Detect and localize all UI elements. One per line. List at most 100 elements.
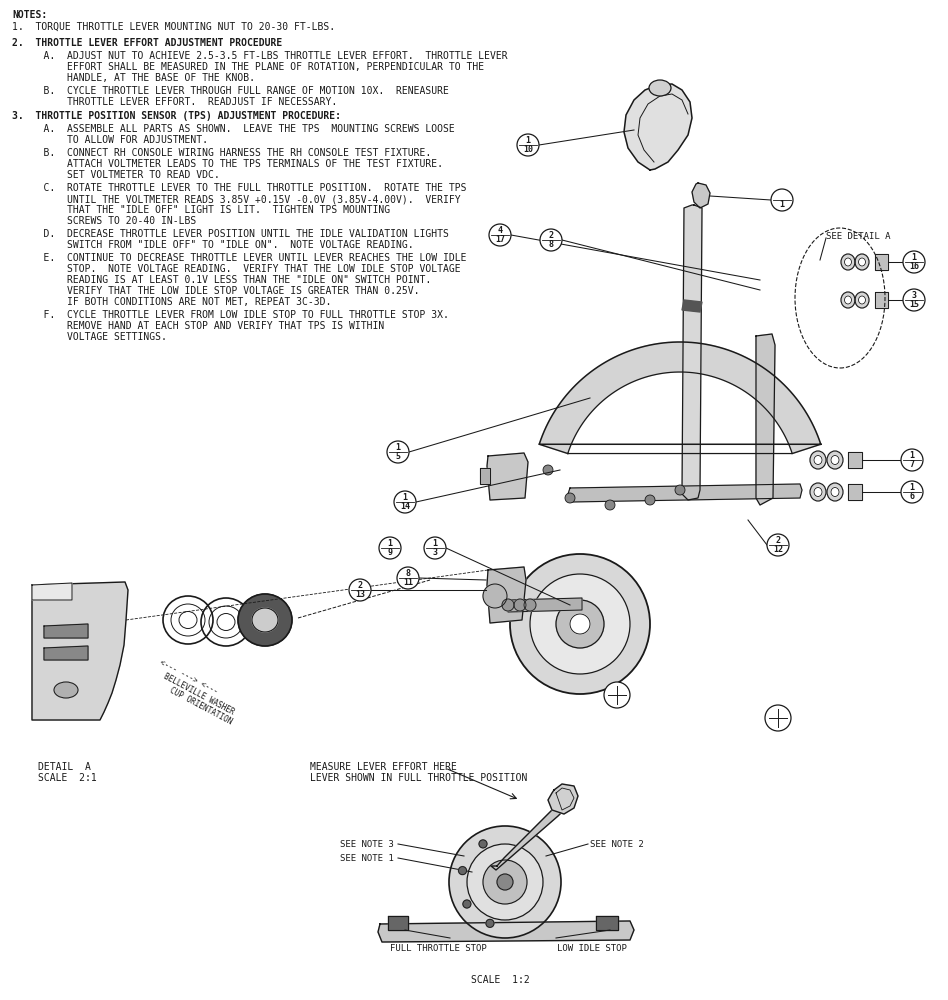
Circle shape (502, 599, 514, 611)
Circle shape (903, 289, 925, 311)
Polygon shape (491, 794, 574, 870)
Text: 3.  THROTTLE POSITION SENSOR (TPS) ADJUSTMENT PROCEDURE:: 3. THROTTLE POSITION SENSOR (TPS) ADJUST… (12, 111, 341, 121)
Ellipse shape (238, 594, 292, 646)
Text: B.  CYCLE THROTTLE LEVER THROUGH FULL RANGE OF MOTION 10X.  RENEASURE: B. CYCLE THROTTLE LEVER THROUGH FULL RAN… (20, 86, 448, 96)
Polygon shape (378, 921, 634, 942)
Ellipse shape (841, 254, 855, 270)
Circle shape (459, 867, 466, 875)
Circle shape (489, 224, 511, 246)
Ellipse shape (855, 254, 869, 270)
Text: 4: 4 (498, 226, 502, 235)
Text: THAT THE "IDLE OFF" LIGHT IS LIT.  TIGHTEN TPS MOUNTING: THAT THE "IDLE OFF" LIGHT IS LIT. TIGHTE… (20, 205, 391, 215)
Ellipse shape (810, 483, 826, 501)
Text: SEE DETAIL A: SEE DETAIL A (826, 232, 890, 241)
Ellipse shape (54, 682, 78, 698)
Text: 9: 9 (388, 548, 392, 557)
Text: 1: 1 (779, 200, 785, 209)
Polygon shape (682, 300, 702, 312)
Circle shape (604, 682, 630, 708)
Text: HANDLE, AT THE BASE OF THE KNOB.: HANDLE, AT THE BASE OF THE KNOB. (20, 73, 255, 83)
Text: 1: 1 (395, 443, 400, 452)
Polygon shape (875, 254, 888, 270)
Text: DETAIL  A: DETAIL A (38, 762, 91, 772)
Circle shape (771, 189, 793, 211)
Polygon shape (44, 624, 88, 638)
Ellipse shape (845, 258, 851, 266)
Circle shape (514, 599, 526, 611)
Text: 2: 2 (357, 581, 362, 590)
Ellipse shape (827, 483, 843, 501)
Circle shape (901, 449, 923, 471)
Text: 7: 7 (909, 460, 915, 469)
Circle shape (570, 614, 590, 634)
Ellipse shape (814, 488, 822, 496)
Ellipse shape (649, 80, 671, 96)
Circle shape (424, 537, 446, 559)
Circle shape (483, 584, 507, 608)
Text: SEE NOTE 1: SEE NOTE 1 (340, 854, 393, 863)
Ellipse shape (814, 456, 822, 464)
Polygon shape (568, 484, 802, 502)
Circle shape (467, 844, 543, 920)
Text: 12: 12 (773, 545, 783, 554)
Text: 13: 13 (355, 590, 365, 599)
Circle shape (565, 493, 575, 503)
Polygon shape (596, 916, 618, 930)
Text: REMOVE HAND AT EACH STOP AND VERIFY THAT TPS IS WITHIN: REMOVE HAND AT EACH STOP AND VERIFY THAT… (20, 321, 384, 331)
Circle shape (486, 919, 494, 927)
Text: 2: 2 (775, 536, 780, 545)
Text: 1: 1 (911, 253, 917, 262)
Circle shape (524, 599, 536, 611)
Circle shape (483, 860, 527, 904)
Polygon shape (32, 582, 128, 720)
Polygon shape (624, 84, 692, 170)
Text: 1: 1 (403, 493, 408, 502)
Text: FULL THROTTLE STOP: FULL THROTTLE STOP (390, 944, 486, 953)
Text: IF BOTH CONDITIONS ARE NOT MET, REPEAT 3C-3D.: IF BOTH CONDITIONS ARE NOT MET, REPEAT 3… (20, 297, 332, 307)
Polygon shape (480, 468, 490, 484)
Circle shape (394, 491, 416, 513)
Text: STOP.  NOTE VOLTAGE READING.  VERIFY THAT THE LOW IDLE STOP VOLTAGE: STOP. NOTE VOLTAGE READING. VERIFY THAT … (20, 264, 461, 274)
Circle shape (765, 705, 791, 731)
Text: 8: 8 (549, 240, 554, 249)
Polygon shape (682, 205, 702, 500)
Text: EFFORT SHALL BE MEASURED IN THE PLANE OF ROTATION, PERPENDICULAR TO THE: EFFORT SHALL BE MEASURED IN THE PLANE OF… (20, 62, 484, 72)
Circle shape (387, 441, 409, 463)
Polygon shape (508, 598, 582, 612)
Text: VOLTAGE SETTINGS.: VOLTAGE SETTINGS. (20, 332, 167, 342)
Polygon shape (848, 452, 862, 468)
Text: ATTACH VOLTMETER LEADS TO THE TPS TERMINALS OF THE TEST FIXTURE.: ATTACH VOLTMETER LEADS TO THE TPS TERMIN… (20, 159, 443, 169)
Ellipse shape (859, 258, 866, 266)
Text: SCREWS TO 20-40 IN-LBS: SCREWS TO 20-40 IN-LBS (20, 216, 196, 226)
Text: 14: 14 (400, 502, 410, 511)
Ellipse shape (841, 292, 855, 308)
Polygon shape (539, 342, 821, 454)
Text: 5: 5 (395, 452, 400, 461)
Ellipse shape (831, 488, 839, 496)
Ellipse shape (831, 456, 839, 464)
Polygon shape (487, 453, 528, 500)
Text: MEASURE LEVER EFFORT HERE: MEASURE LEVER EFFORT HERE (310, 762, 457, 772)
Text: SEE NOTE 2: SEE NOTE 2 (590, 840, 644, 849)
Text: SCALE  2:1: SCALE 2:1 (38, 773, 97, 783)
Text: 8: 8 (406, 569, 410, 578)
Text: LOW IDLE STOP: LOW IDLE STOP (557, 944, 627, 953)
Text: NOTES:: NOTES: (12, 10, 47, 20)
Text: THROTTLE LEVER EFFORT.  READJUST IF NECESSARY.: THROTTLE LEVER EFFORT. READJUST IF NECES… (20, 97, 337, 107)
Text: B.  CONNECT RH CONSOLE WIRING HARNESS THE RH CONSOLE TEST FIXTURE.: B. CONNECT RH CONSOLE WIRING HARNESS THE… (20, 148, 431, 158)
Circle shape (767, 534, 789, 556)
Text: 1.  TORQUE THROTTLE LEVER MOUNTING NUT TO 20-30 FT-LBS.: 1. TORQUE THROTTLE LEVER MOUNTING NUT TO… (12, 22, 336, 32)
Text: D.  DECREASE THROTTLE LEVER POSITION UNTIL THE IDLE VALIDATION LIGHTS: D. DECREASE THROTTLE LEVER POSITION UNTI… (20, 229, 448, 239)
Text: <--- ---> <---: <--- ---> <--- (158, 658, 219, 696)
Text: 6: 6 (909, 492, 915, 501)
Circle shape (497, 874, 513, 890)
Text: SWITCH FROM "IDLE OFF" TO "IDLE ON".  NOTE VOLTAGE READING.: SWITCH FROM "IDLE OFF" TO "IDLE ON". NOT… (20, 240, 413, 250)
Polygon shape (487, 567, 526, 623)
Text: SCALE  1:2: SCALE 1:2 (470, 975, 529, 985)
Circle shape (397, 567, 419, 589)
Ellipse shape (810, 451, 826, 469)
Text: 3: 3 (432, 548, 437, 557)
Polygon shape (848, 484, 862, 500)
Ellipse shape (827, 451, 843, 469)
Circle shape (510, 554, 650, 694)
